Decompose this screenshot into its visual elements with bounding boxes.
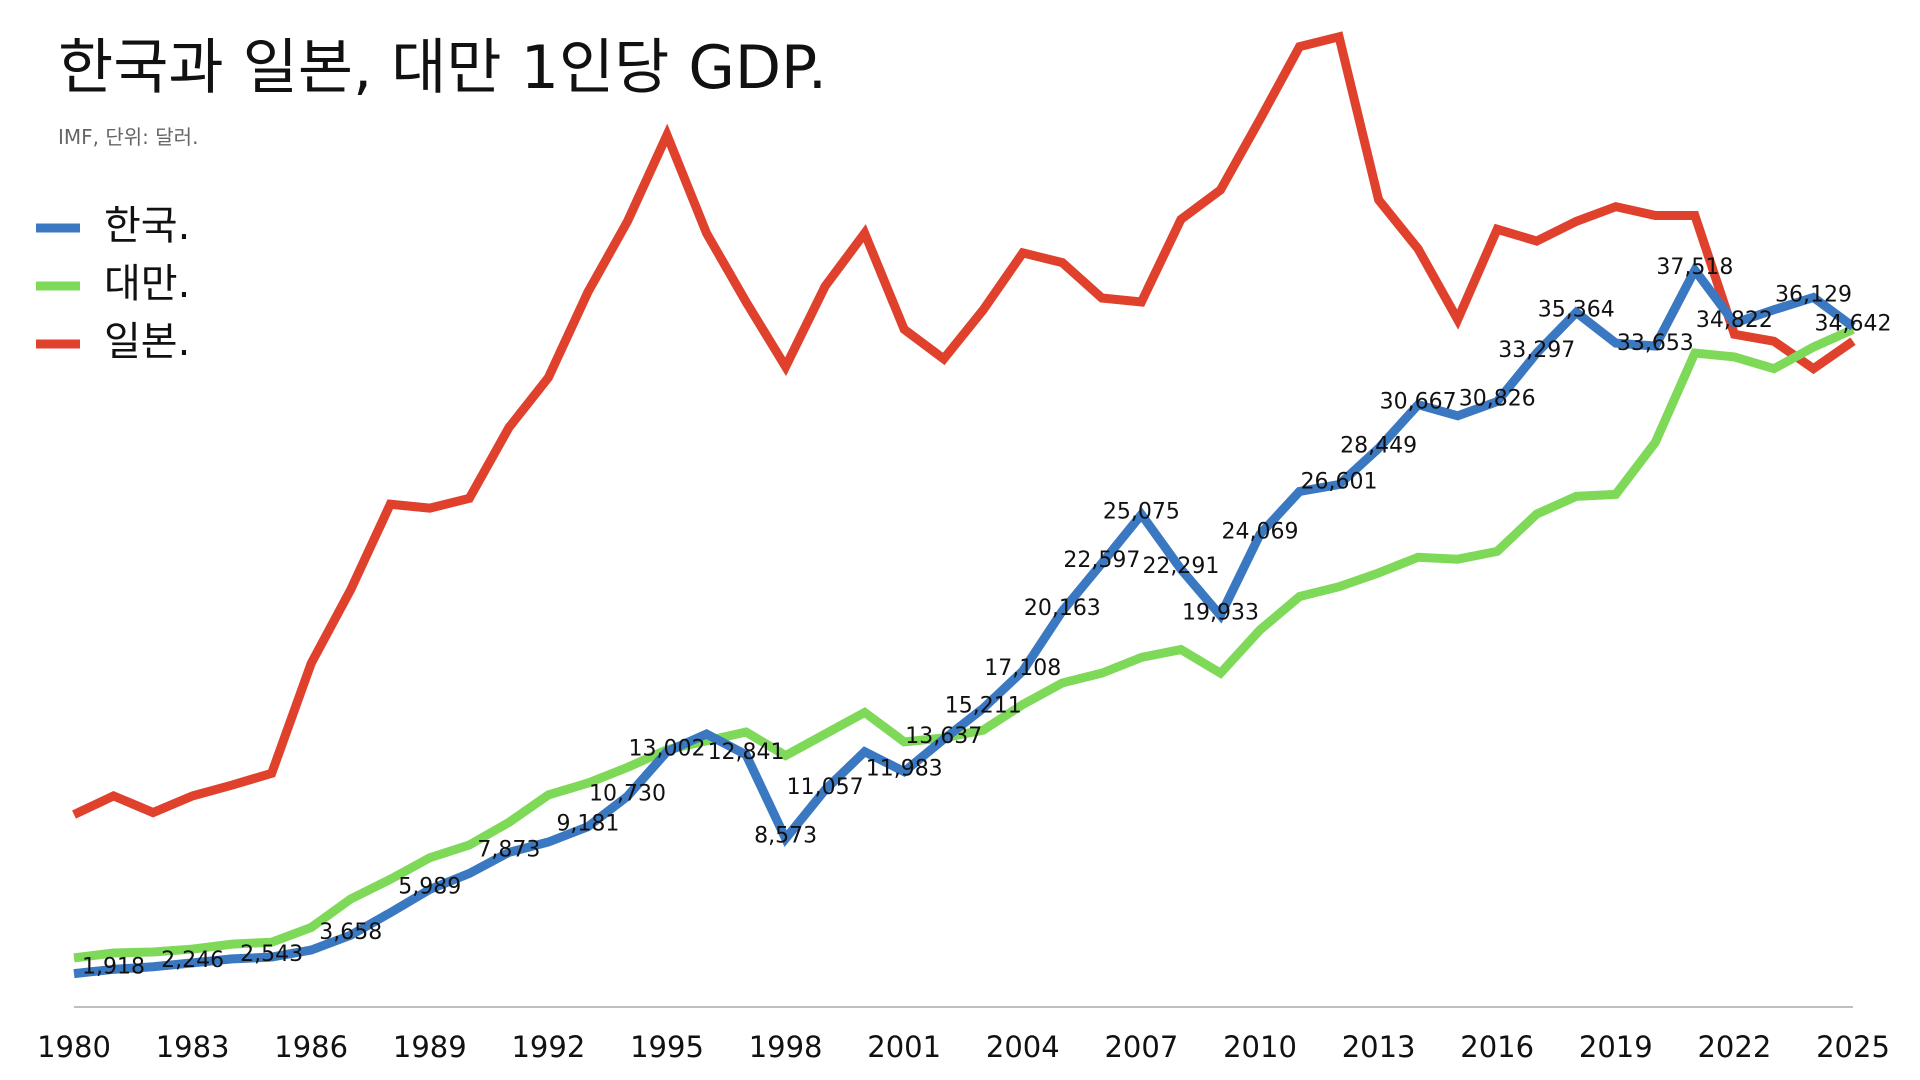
- x-tick-label: 1998: [749, 1030, 823, 1064]
- data-label: 3,658: [319, 920, 382, 945]
- chart-title: 한국과 일본, 대만 1인당 GDP.: [58, 33, 827, 103]
- data-label: 34,642: [1815, 312, 1892, 337]
- series-line: [72, 31, 1856, 819]
- data-label: 11,057: [787, 775, 864, 800]
- data-label: 33,297: [1498, 338, 1575, 363]
- x-tick-label: 1986: [274, 1030, 348, 1064]
- series-line: [73, 261, 1856, 979]
- x-tick-label: 2019: [1579, 1030, 1653, 1064]
- data-label: 37,518: [1656, 255, 1733, 280]
- data-label: 17,108: [984, 656, 1061, 681]
- x-tick-label: 2004: [986, 1030, 1060, 1064]
- data-label: 25,075: [1103, 500, 1180, 525]
- series-line: [73, 325, 1855, 963]
- data-label: 15,211: [945, 693, 1022, 718]
- x-tick-label: 1983: [156, 1030, 230, 1064]
- x-tick-label: 1989: [393, 1030, 467, 1064]
- data-label: 30,826: [1459, 387, 1536, 412]
- data-label: 33,653: [1617, 331, 1694, 356]
- chart-subtitle: IMF, 단위: 달러.: [58, 125, 198, 149]
- x-tick-label: 1995: [630, 1030, 704, 1064]
- data-label: 35,364: [1538, 297, 1615, 322]
- data-label: 24,069: [1222, 519, 1299, 544]
- data-label: 5,989: [398, 874, 461, 899]
- x-tick-label: 2025: [1816, 1030, 1890, 1064]
- x-tick-label: 1992: [511, 1030, 585, 1064]
- x-tick-label: 2016: [1460, 1030, 1534, 1064]
- data-label: 28,449: [1340, 433, 1417, 458]
- data-label: 30,667: [1380, 390, 1457, 415]
- data-label: 11,983: [866, 757, 943, 782]
- data-label: 19,933: [1182, 601, 1259, 626]
- legend-label: 대만.: [104, 261, 190, 307]
- data-label: 2,246: [161, 948, 224, 973]
- x-tick-label: 2007: [1104, 1030, 1178, 1064]
- x-tick-label: 2001: [867, 1030, 941, 1064]
- data-label: 13,002: [629, 737, 706, 762]
- data-label: 1,918: [82, 954, 145, 979]
- data-label: 7,873: [477, 837, 540, 862]
- data-label: 34,822: [1696, 308, 1773, 333]
- data-label: 22,291: [1142, 554, 1219, 579]
- x-tick-label: 2013: [1342, 1030, 1416, 1064]
- data-label: 36,129: [1775, 282, 1852, 307]
- data-label: 10,730: [589, 781, 666, 806]
- x-tick-label: 1980: [37, 1030, 111, 1064]
- data-label: 13,637: [905, 724, 982, 749]
- data-label: 26,601: [1301, 470, 1378, 495]
- data-label: 20,163: [1024, 596, 1101, 621]
- data-label: 22,597: [1063, 548, 1140, 573]
- data-label: 8,573: [754, 824, 817, 849]
- legend-label: 일본.: [104, 319, 190, 365]
- x-tick-label: 2010: [1223, 1030, 1297, 1064]
- x-tick-label: 2022: [1697, 1030, 1771, 1064]
- data-label: 2,543: [240, 942, 303, 967]
- legend-label: 한국.: [104, 203, 190, 249]
- data-label: 12,841: [708, 740, 785, 765]
- data-label: 9,181: [556, 812, 619, 837]
